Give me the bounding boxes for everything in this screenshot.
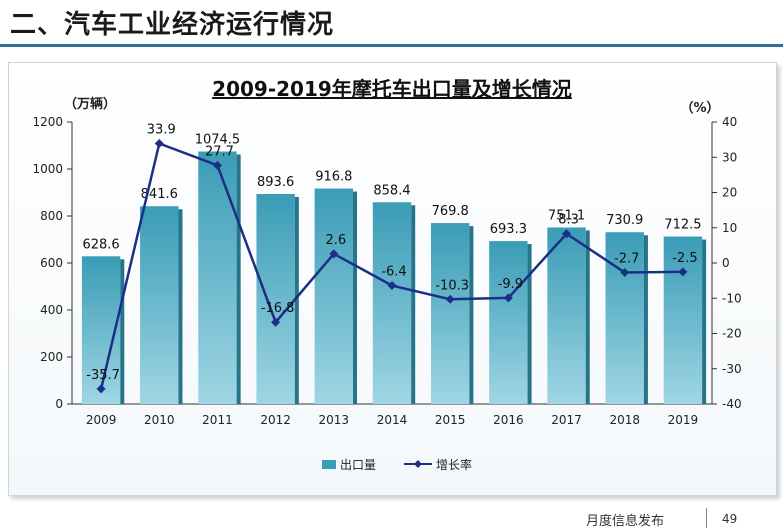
growth-value-label: -6.4 bbox=[381, 265, 406, 280]
left-tick-label: 400 bbox=[40, 303, 63, 317]
page-number: 49 bbox=[722, 512, 738, 526]
growth-point bbox=[503, 293, 513, 303]
growth-point bbox=[620, 268, 630, 278]
left-tick-label: 200 bbox=[40, 350, 63, 364]
title-divider bbox=[0, 44, 783, 47]
bar bbox=[314, 188, 354, 404]
legend-bar-swatch bbox=[322, 460, 336, 469]
growth-value-label: -9.9 bbox=[498, 277, 523, 292]
bar bbox=[372, 202, 412, 404]
growth-value-label: 27.7 bbox=[205, 144, 234, 159]
bar-shadow bbox=[469, 226, 474, 404]
bar bbox=[489, 241, 528, 404]
bar-value-label: 712.5 bbox=[664, 218, 701, 233]
left-tick-label: 1200 bbox=[32, 115, 63, 129]
right-tick-label: -10 bbox=[722, 291, 742, 305]
left-axis-unit: （万辆） bbox=[64, 96, 116, 112]
growth-value-label: -2.7 bbox=[614, 252, 639, 267]
bar-shadow bbox=[120, 259, 125, 404]
bar-value-label: 693.3 bbox=[490, 222, 527, 237]
bar-series: 628.6 841.6 1074.5 893.6 916.8 858.4 769.8 693.… bbox=[81, 132, 707, 404]
bar-value-label: 841.6 bbox=[141, 187, 178, 202]
growth-point bbox=[271, 317, 281, 327]
x-tick-label: 2016 bbox=[493, 413, 524, 427]
growth-point bbox=[329, 249, 339, 259]
bar-value-label: 1074.5 bbox=[195, 132, 241, 147]
left-tick-label: 1000 bbox=[32, 162, 63, 176]
bar bbox=[140, 206, 179, 404]
growth-point bbox=[445, 294, 455, 304]
left-tick-label: 0 bbox=[55, 397, 63, 411]
x-tick-label: 2009 bbox=[86, 413, 117, 427]
bar-shadow bbox=[585, 230, 590, 404]
bar-value-label: 628.6 bbox=[82, 237, 119, 252]
slide-title: 二、汽车工业经济运行情况 bbox=[10, 10, 335, 40]
bar-shadow bbox=[353, 191, 358, 404]
bar-value-label: 751.1 bbox=[548, 208, 585, 223]
x-tick-label: 2015 bbox=[435, 413, 466, 427]
footer-label: 月度信息发布 bbox=[586, 514, 665, 529]
bar-value-label: 893.6 bbox=[257, 175, 294, 190]
right-tick-label: 30 bbox=[722, 150, 737, 164]
bar-value-label: 916.8 bbox=[315, 170, 352, 185]
growth-value-label: -2.5 bbox=[672, 251, 697, 266]
growth-value-label: -35.7 bbox=[86, 368, 120, 383]
right-tick-label: -20 bbox=[722, 327, 742, 341]
x-tick-label: 2019 bbox=[668, 413, 699, 427]
bar bbox=[430, 223, 470, 404]
right-tick-label: 0 bbox=[722, 256, 730, 270]
growth-point bbox=[678, 267, 688, 277]
legend-line-label: 增长率 bbox=[436, 457, 472, 472]
bar-shadow bbox=[702, 239, 707, 404]
bar-shadow bbox=[411, 205, 416, 404]
bar-value-label: 858.4 bbox=[373, 183, 410, 198]
bar bbox=[256, 194, 295, 404]
right-axis-unit: （%） bbox=[680, 100, 719, 116]
bar bbox=[605, 232, 644, 404]
bar-shadow bbox=[178, 209, 183, 404]
chart-legend: 出口量 增长率 bbox=[322, 457, 472, 472]
left-tick-label: 800 bbox=[40, 209, 63, 223]
growth-value-label: 2.6 bbox=[325, 233, 346, 248]
x-tick-label: 2012 bbox=[260, 413, 291, 427]
right-tick-label: -40 bbox=[722, 397, 742, 411]
right-tick-label: 20 bbox=[722, 186, 737, 200]
right-tick-label: 40 bbox=[722, 115, 737, 129]
chart-title: 2009-2019年摩托车出口量及增长情况 bbox=[212, 77, 572, 101]
growth-value-label: 8.3 bbox=[558, 213, 579, 228]
x-tick-label: 2011 bbox=[202, 413, 233, 427]
growth-value-label: -16.8 bbox=[261, 301, 295, 316]
right-tick-label: 10 bbox=[722, 221, 737, 235]
growth-point bbox=[387, 281, 397, 291]
legend-line-marker bbox=[414, 460, 422, 468]
bar bbox=[663, 236, 703, 404]
growth-value-label: -10.3 bbox=[435, 278, 469, 293]
line-series: -35.7 33.9 27.7 -16.8 2.6 -6.4 -10.3 -9.9 8.3 -2.… bbox=[86, 123, 698, 394]
growth-point bbox=[212, 160, 222, 170]
x-tick-label: 2017 bbox=[551, 413, 582, 427]
growth-point bbox=[154, 139, 164, 149]
growth-point bbox=[96, 384, 106, 394]
x-tick-label: 2014 bbox=[377, 413, 408, 427]
x-tick-label: 2018 bbox=[609, 413, 640, 427]
growth-value-label: 33.9 bbox=[147, 123, 176, 138]
bar-shadow bbox=[527, 244, 532, 404]
bar-shadow bbox=[236, 154, 241, 404]
footer-divider bbox=[706, 508, 707, 528]
right-tick-label: -30 bbox=[722, 362, 742, 376]
bar-shadow bbox=[643, 235, 648, 404]
legend-bar-label: 出口量 bbox=[340, 458, 376, 472]
bar-shadow bbox=[294, 197, 299, 404]
bar-value-label: 730.9 bbox=[606, 213, 643, 228]
x-tick-label: 2010 bbox=[144, 413, 175, 427]
bar bbox=[547, 227, 586, 404]
x-tick-label: 2013 bbox=[319, 413, 350, 427]
bar bbox=[198, 151, 237, 404]
growth-point bbox=[562, 229, 572, 239]
bar-value-label: 769.8 bbox=[432, 204, 469, 219]
left-tick-label: 600 bbox=[40, 256, 63, 270]
